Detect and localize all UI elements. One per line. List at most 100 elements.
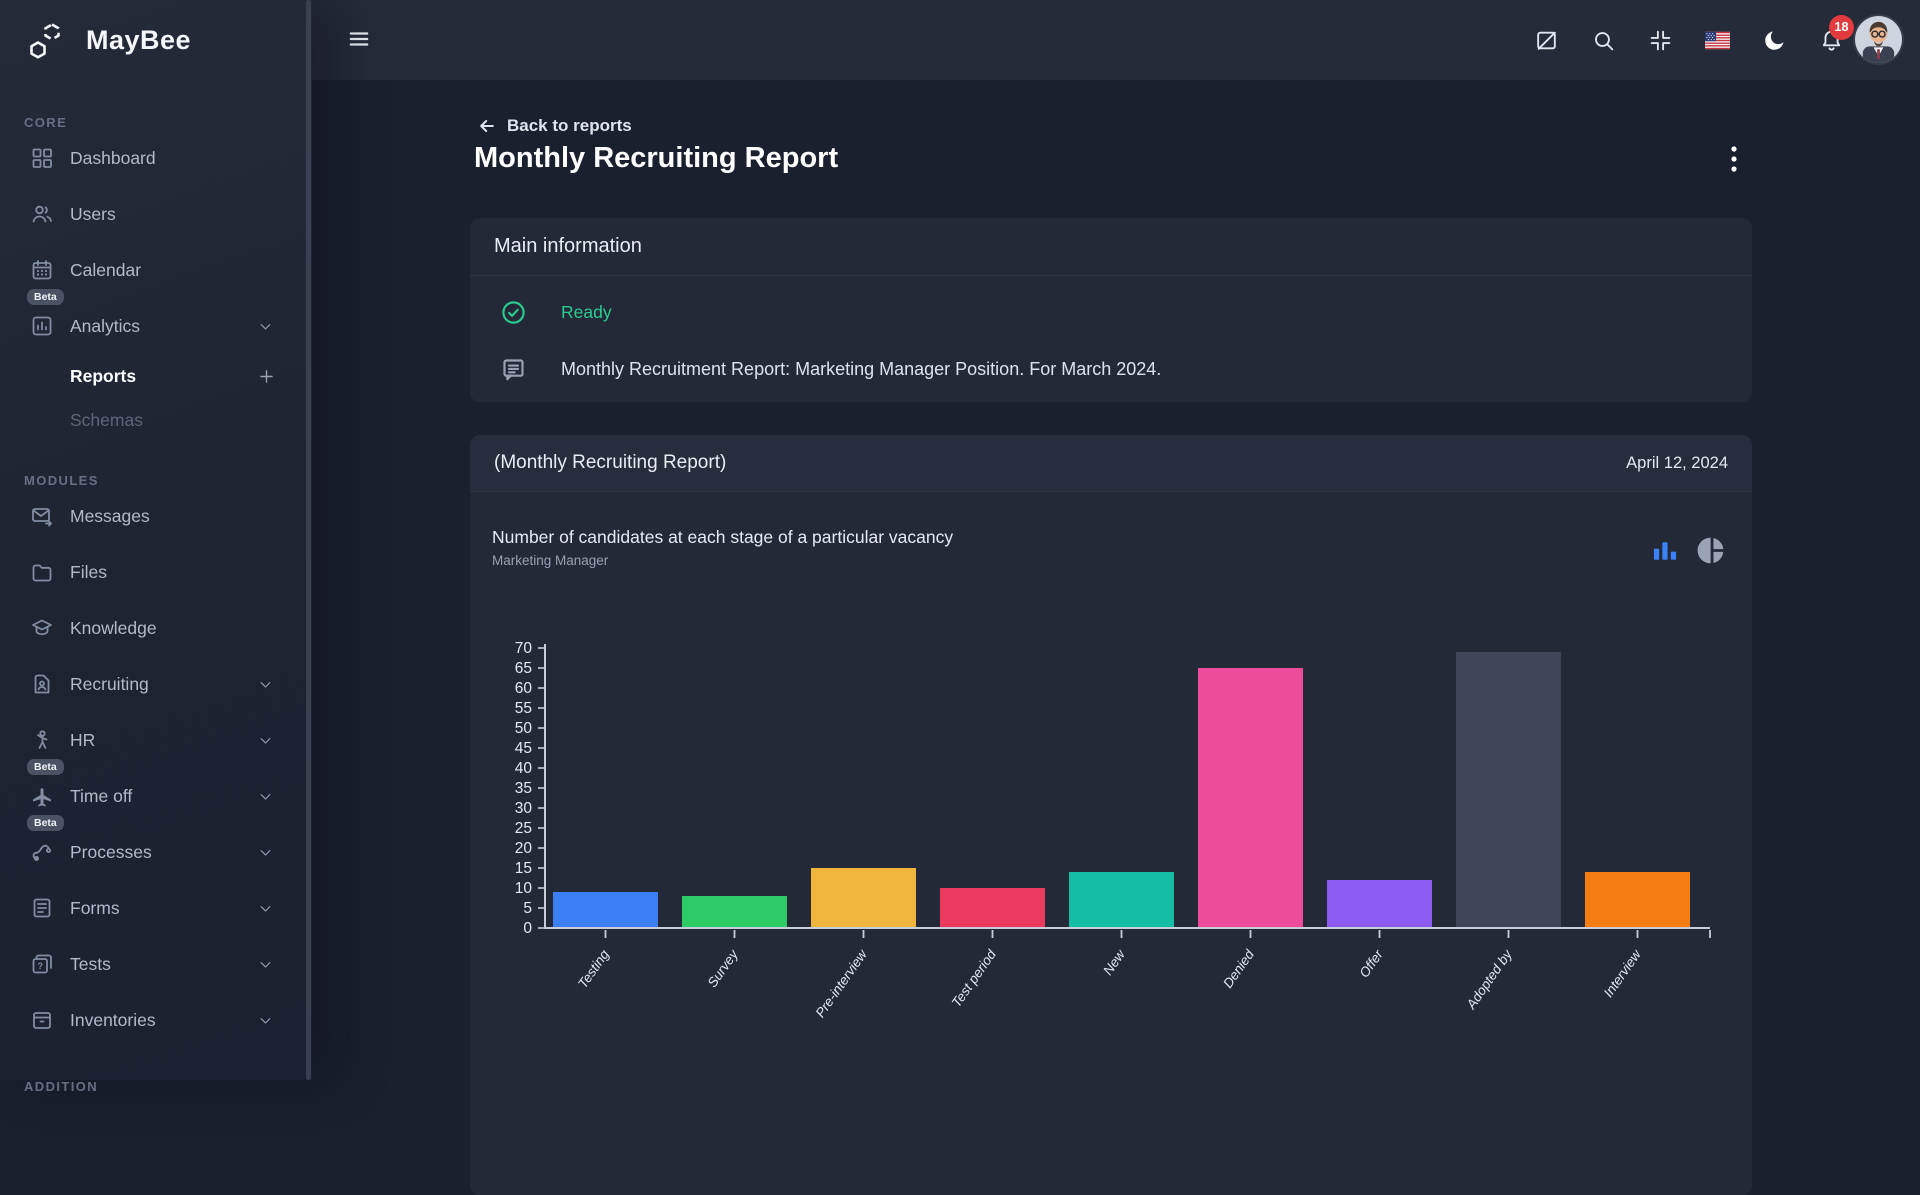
chart-title: Number of candidates at each stage of a … <box>492 527 954 547</box>
notification-count-badge: 18 <box>1829 14 1854 40</box>
sidebar-item-label: Recruiting <box>70 673 149 694</box>
y-tick-label: 0 <box>523 920 532 937</box>
hamburger-menu-icon[interactable] <box>348 28 370 52</box>
sidebar-item-label: Time off <box>70 785 133 806</box>
sidebar-item-hr[interactable]: HR <box>0 712 312 768</box>
x-tick-label: Denied <box>1220 947 1257 991</box>
y-tick-label: 40 <box>515 760 533 777</box>
sidebar-item-users[interactable]: Users <box>0 186 312 242</box>
beta-badge: Beta <box>27 815 64 831</box>
logo[interactable]: MayBee <box>26 18 191 62</box>
bar-testing[interactable] <box>553 892 658 928</box>
maybee-logo-icon <box>26 18 70 62</box>
dashboard-icon <box>30 146 54 170</box>
chevron-down-icon <box>257 1012 274 1029</box>
sidebar-item-label: Knowledge <box>70 617 157 638</box>
sidebar-item-processes[interactable]: Beta Processes <box>0 815 312 880</box>
sidebar-item-label: Files <box>70 561 107 582</box>
y-tick-label: 35 <box>515 780 532 797</box>
sidebar-item-label: Users <box>70 203 116 224</box>
sidebar-item-analytics[interactable]: Beta Analytics <box>0 289 312 354</box>
sidebar-item-timeoff[interactable]: Beta Time off <box>0 759 312 824</box>
add-report-button[interactable] <box>257 367 276 386</box>
chevron-down-icon <box>257 788 274 805</box>
language-flag-us-icon[interactable] <box>1705 28 1730 53</box>
x-tick-label: Test period <box>949 947 1000 1010</box>
topbar-actions: 18 <box>1534 0 1854 80</box>
y-tick-label: 65 <box>515 660 532 677</box>
files-icon <box>30 560 54 584</box>
sidebar-item-knowledge[interactable]: Knowledge <box>0 600 312 656</box>
sidebar-item-label: Inventories <box>70 1009 156 1030</box>
timeoff-icon <box>30 784 54 808</box>
knowledge-icon <box>30 616 54 640</box>
pie-chart-toggle-icon[interactable] <box>1695 535 1726 566</box>
sidebar-item-tests[interactable]: ? Tests <box>0 936 312 992</box>
bar-adopted-by[interactable] <box>1456 652 1561 928</box>
dark-mode-moon-icon[interactable] <box>1762 28 1787 53</box>
sidebar-item-files[interactable]: Files <box>0 544 312 600</box>
search-icon[interactable] <box>1591 28 1616 53</box>
sidebar-item-schemas[interactable]: Schemas <box>0 398 312 442</box>
y-tick-label: 55 <box>515 700 532 717</box>
x-tick-label: Offer <box>1356 947 1386 981</box>
sidebar-item-reports[interactable]: Reports <box>0 354 312 398</box>
bar-survey[interactable] <box>682 896 787 928</box>
sidebar-item-label: Dashboard <box>70 147 156 168</box>
report-card: (Monthly Recruiting Report) April 12, 20… <box>470 435 1752 1195</box>
bar-chart[interactable]: 0 5 10 15 20 25 30 35 40 45 50 55 60 65 70 Testing Surve… <box>470 598 1752 1080</box>
sidebar-item-recruiting[interactable]: Recruiting <box>0 656 312 712</box>
user-avatar[interactable] <box>1855 16 1902 63</box>
hr-icon <box>30 728 54 752</box>
recruiting-icon <box>30 672 54 696</box>
main-content: Back to reports Monthly Recruiting Repor… <box>312 80 1920 1195</box>
sidebar-item-label: Reports <box>70 365 137 386</box>
sidebar-item-messages[interactable]: Messages <box>0 488 312 544</box>
chevron-down-icon <box>257 732 274 749</box>
bar-denied[interactable] <box>1198 668 1303 928</box>
bar-offer[interactable] <box>1327 880 1432 928</box>
x-tick-label: Adopted by <box>1463 946 1516 1012</box>
x-tick-label: Testing <box>575 947 612 991</box>
chart-view-toggles <box>1651 535 1726 566</box>
sidebar-item-calendar[interactable]: Calendar <box>0 242 312 298</box>
chevron-down-icon <box>257 318 274 335</box>
compress-icon[interactable] <box>1648 28 1673 53</box>
bar-new[interactable] <box>1069 872 1174 928</box>
sidebar-item-dashboard[interactable]: Dashboard <box>0 130 312 186</box>
sidebar-section-label: CORE <box>24 115 68 130</box>
y-tick-label: 70 <box>515 640 533 657</box>
bar-pre-interview[interactable] <box>811 868 916 928</box>
main-information-title: Main information <box>494 235 642 257</box>
sidebar-item-inventories[interactable]: Inventories <box>0 992 312 1048</box>
sidebar-section-label: ADDITION <box>24 1079 99 1094</box>
y-tick-label: 45 <box>515 740 532 757</box>
comment-icon <box>500 356 527 383</box>
chart-subtitle: Marketing Manager <box>492 553 609 568</box>
back-to-reports-link[interactable]: Back to reports <box>477 116 632 136</box>
x-tick-label: Pre-interview <box>812 946 870 1020</box>
more-options-kebab-icon[interactable] <box>1722 144 1746 174</box>
sidebar-item-label: Calendar <box>70 259 142 280</box>
y-tick-label: 20 <box>515 840 533 857</box>
y-tick-label: 25 <box>515 820 532 837</box>
topbar: 18 <box>312 0 1920 80</box>
analytics-icon <box>30 314 54 338</box>
sidebar-item-forms[interactable]: Forms <box>0 880 312 936</box>
report-card-title: (Monthly Recruiting Report) <box>494 452 727 473</box>
notifications-bell-icon[interactable]: 18 <box>1819 14 1854 53</box>
bar-chart-toggle-icon[interactable] <box>1651 537 1679 565</box>
sidebar-item-label: Forms <box>70 897 120 918</box>
bar-interview[interactable] <box>1585 872 1690 928</box>
beta-badge: Beta <box>27 289 64 305</box>
board-disabled-icon[interactable] <box>1534 28 1559 53</box>
page-title: Monthly Recruiting Report <box>474 142 839 174</box>
users-icon <box>30 202 54 226</box>
sidebar-item-label: Messages <box>70 505 150 526</box>
y-tick-label: 60 <box>515 680 533 697</box>
sidebar-item-label: Processes <box>70 841 152 862</box>
bar-test-period[interactable] <box>940 888 1045 928</box>
sidebar-scrollbar[interactable] <box>306 0 311 1080</box>
chevron-down-icon <box>257 956 274 973</box>
sidebar-section-label: MODULES <box>24 473 99 488</box>
